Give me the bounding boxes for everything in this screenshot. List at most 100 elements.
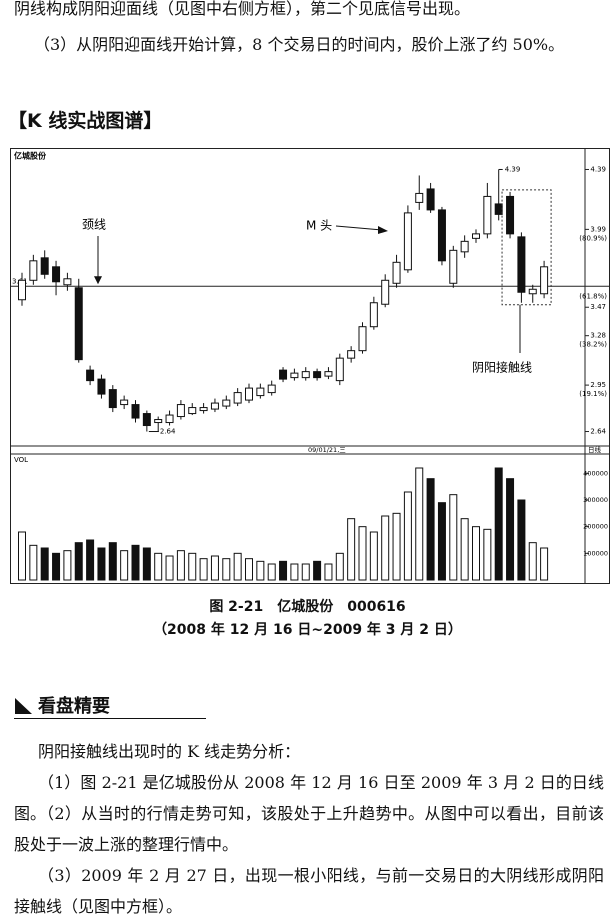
candle-body — [415, 192, 424, 203]
paragraph: （3）2009 年 2 月 27 日，出现一根小阳线，与前一交易日的大阴线形成阴… — [14, 866, 604, 916]
annotation: 颈线 — [82, 218, 106, 232]
volume-bar — [403, 491, 412, 581]
candle-body — [426, 188, 435, 211]
volume-bar — [472, 526, 480, 581]
candle-body — [52, 266, 61, 283]
annotation-arrow — [335, 225, 383, 231]
y-tick-label: 3.47 — [590, 303, 606, 311]
volume-bar — [369, 531, 378, 581]
volume-bar — [199, 558, 208, 581]
low-label: 2.64 — [160, 428, 176, 436]
candle-body — [222, 399, 231, 407]
candle-body — [245, 387, 253, 401]
candle-body — [324, 371, 333, 377]
volume-bar — [540, 547, 549, 581]
section-title-text: 看盘精要 — [38, 696, 110, 717]
text-line: 阴线构成阴阳迎面线（见图中右侧方框），第二个见底信号出现。 — [14, 0, 471, 18]
candle-body — [358, 326, 367, 352]
volume-bar — [528, 542, 537, 581]
candle-body — [29, 260, 38, 281]
volume-bar — [358, 526, 367, 581]
volume-bar — [40, 547, 49, 581]
volume-bar — [335, 552, 344, 581]
candle-body — [120, 399, 129, 406]
y-tick-label: 3.28 — [590, 332, 606, 340]
paragraph: 阴阳接触线出现时的 K 线走势分析： — [38, 742, 301, 761]
fib-label: (80.9%) — [579, 234, 607, 242]
fib-label: (38.2%) — [579, 341, 607, 349]
volume-bar — [52, 552, 61, 581]
volume-bar — [222, 558, 231, 581]
y-tick-label: 2.64 — [590, 428, 606, 436]
chart: 亿城股份 2.64 2.95 3.28 3.47 3.99 4.39 (80.9%) (61.… — [10, 148, 610, 584]
volume-bar — [437, 502, 446, 581]
volume-bar — [256, 560, 265, 581]
volume-bar — [301, 563, 310, 581]
candle-body — [290, 372, 299, 379]
figure-caption: 图 2-21 亿城股份 000616 — [209, 599, 406, 615]
v-tick-label: 200000 — [583, 523, 608, 531]
volume-bar — [347, 518, 356, 581]
section-icon — [15, 698, 32, 714]
candle-body — [63, 278, 72, 286]
candle-body — [449, 249, 458, 284]
candle-body — [131, 404, 140, 419]
candle-body — [154, 419, 163, 424]
candle-body — [199, 407, 208, 412]
y-tick-label: 2.95 — [590, 381, 606, 389]
annotation: 阴阳接触线 — [472, 360, 532, 375]
candle-body — [403, 212, 412, 271]
fib-label: (19.1%) — [579, 390, 607, 398]
volume-bar — [131, 544, 140, 581]
date-label: 09/01/21,三 — [308, 446, 346, 454]
candle-body — [40, 257, 49, 275]
arrow-head — [378, 226, 388, 234]
candle-body — [256, 387, 265, 397]
candle-body — [392, 261, 401, 284]
candle-body — [176, 404, 185, 418]
v-tick-label: 400000 — [583, 469, 608, 477]
candle-body — [210, 402, 219, 410]
figure-subcaption: （2008 年 12 月 16 日~2009 年 3 月 2 日） — [153, 622, 462, 638]
candle-body — [301, 371, 310, 379]
candle-body — [188, 407, 197, 415]
candle-body — [18, 279, 26, 301]
candle-body — [86, 369, 95, 382]
heading: 【K 线实战图谱】 — [8, 110, 163, 132]
volume-bar — [506, 478, 515, 581]
volume-bar — [494, 467, 503, 581]
y-tick-label: 3.99 — [590, 225, 606, 233]
candle-body — [472, 233, 480, 239]
candle-body — [313, 371, 322, 379]
candle-body — [347, 350, 356, 359]
volume-bar — [142, 547, 151, 581]
volume-bar — [290, 563, 299, 581]
volume-bar — [313, 560, 322, 581]
pattern-box — [501, 189, 552, 306]
volume-bar — [267, 563, 276, 581]
volume-bar — [279, 560, 288, 581]
annotation: M 头 — [306, 219, 332, 233]
volume-bar — [165, 555, 174, 581]
volume-bar — [483, 528, 492, 581]
volume-bar — [74, 542, 83, 581]
volume-label: VOL — [14, 456, 28, 464]
y-tick-label: 4.39 — [590, 165, 606, 173]
candle-body — [97, 378, 106, 395]
arrow-head — [94, 276, 102, 285]
volume-bar — [29, 544, 38, 581]
volume-bar — [210, 555, 219, 581]
volume-bar — [233, 552, 242, 581]
candle-body — [540, 266, 549, 295]
text-line: （3）从阴阳迎面线开始计算，8 个交易日的时间内，股价上涨了约 50%。 — [34, 35, 565, 54]
candle-body — [460, 240, 469, 253]
volume-bar — [426, 478, 435, 581]
high-label: 4.39 — [505, 165, 521, 173]
candle-body — [142, 413, 151, 427]
candle-body — [483, 195, 492, 235]
candle-body — [517, 236, 526, 293]
section-title: 看盘精要 — [14, 692, 206, 719]
volume-bar — [188, 552, 197, 581]
volume-bar — [381, 515, 390, 581]
